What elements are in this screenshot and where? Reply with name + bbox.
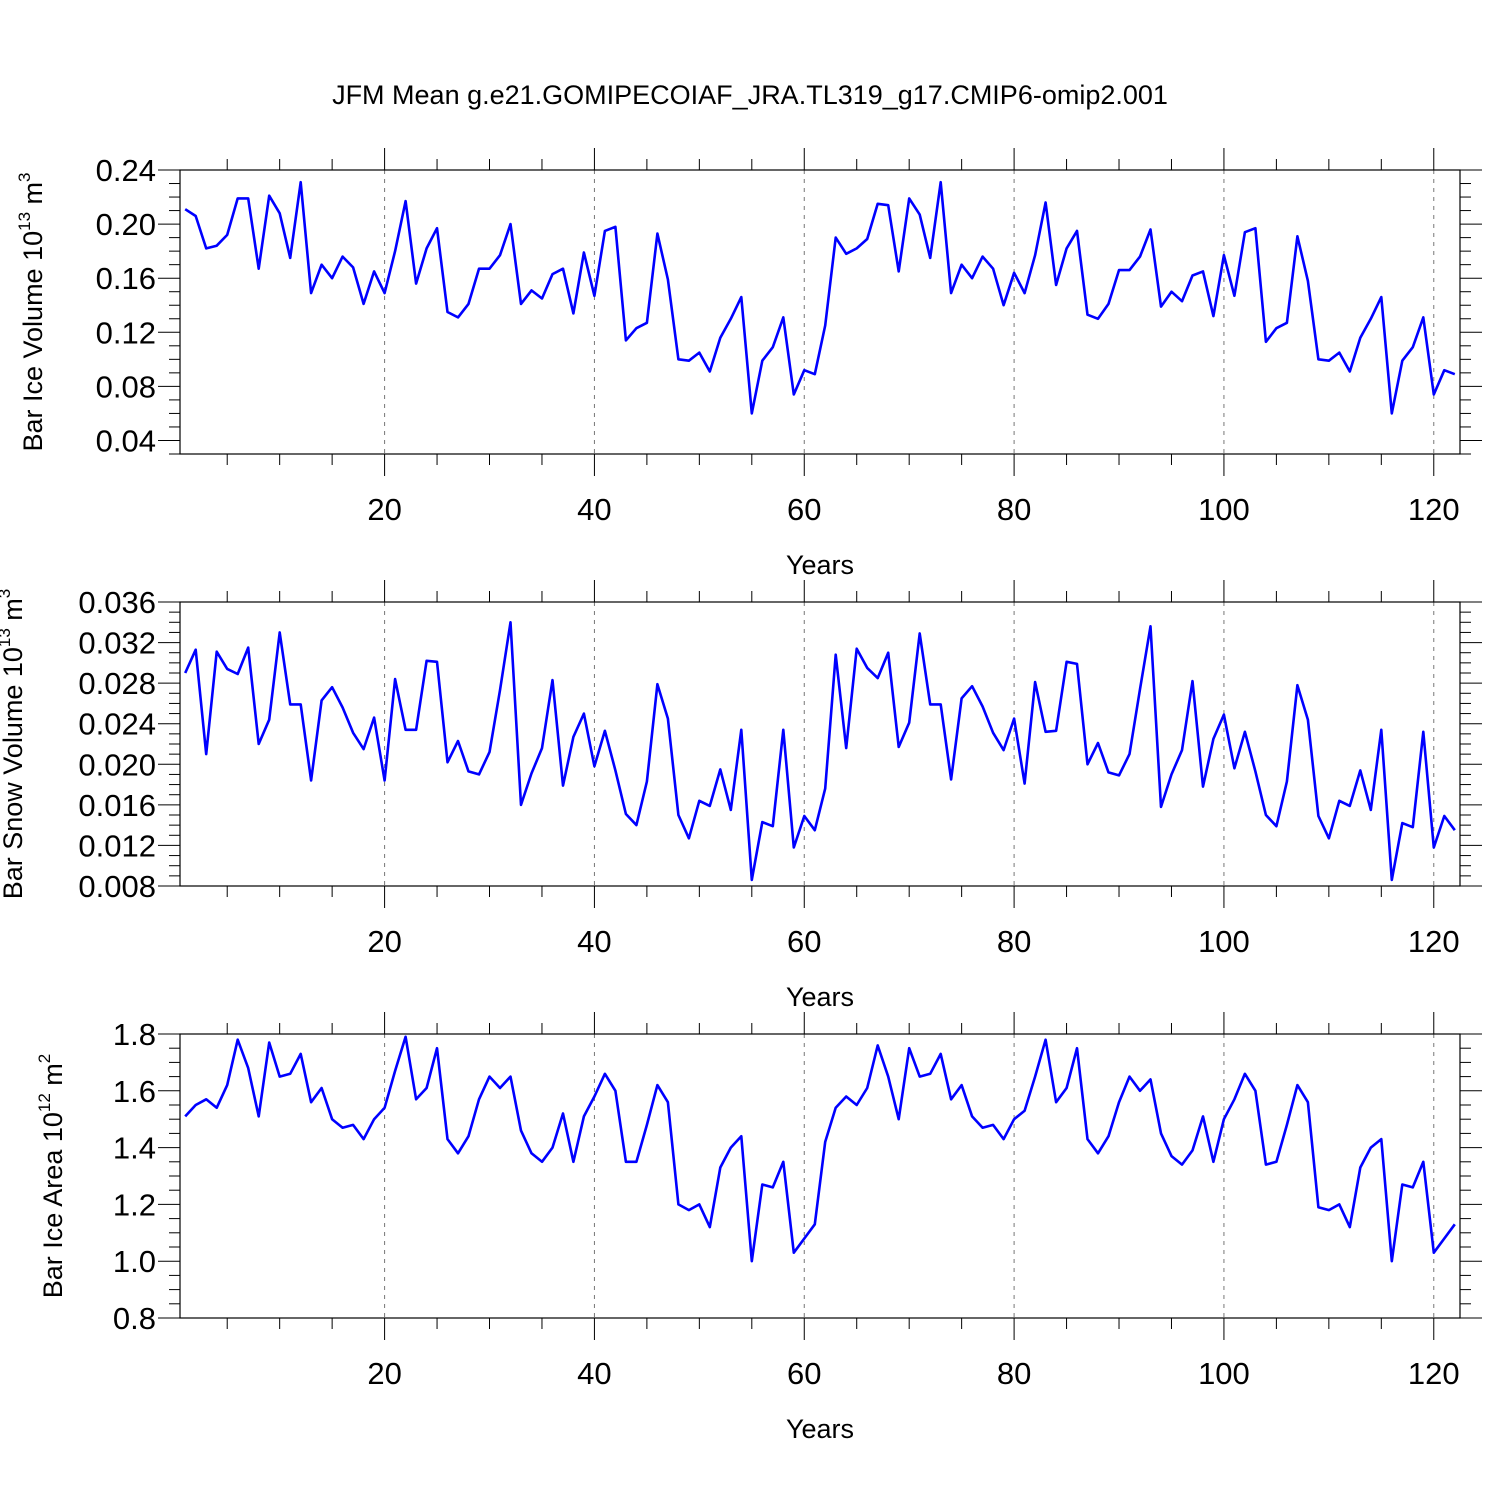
y-tick-label: 0.028	[78, 666, 156, 701]
x-tick-label: 20	[367, 1356, 401, 1391]
x-tick-label: 80	[997, 492, 1031, 527]
y-tick-label: 1.2	[113, 1187, 156, 1222]
y-tick-label: 0.016	[78, 788, 156, 823]
x-axis-label: Years	[786, 982, 854, 1012]
page-title: JFM Mean g.e21.GOMIPECOIAF_JRA.TL319_g17…	[332, 80, 1168, 110]
y-tick-label: 0.20	[96, 207, 156, 242]
x-tick-label: 100	[1198, 1356, 1250, 1391]
x-axis-label: Years	[786, 550, 854, 580]
y-tick-label: 0.012	[78, 828, 156, 863]
y-tick-label: 0.036	[78, 585, 156, 620]
y-axis-label: Bar Ice Area 1012 m2	[35, 1054, 68, 1299]
x-tick-label: 100	[1198, 492, 1250, 527]
y-tick-label: 1.8	[113, 1017, 156, 1052]
x-tick-label: 40	[577, 924, 611, 959]
y-axis-label: Bar Snow Volume 1013 m3	[0, 589, 28, 900]
y-tick-label: 0.032	[78, 626, 156, 661]
y-tick-label: 0.020	[78, 747, 156, 782]
plot-frame	[179, 169, 1461, 455]
x-tick-label: 40	[577, 492, 611, 527]
x-tick-label: 120	[1408, 924, 1460, 959]
y-tick-label: 0.04	[96, 423, 156, 458]
y-tick-label: 1.0	[113, 1244, 156, 1279]
y-tick-label: 0.024	[78, 707, 156, 742]
panel-2: 20 40 60 80 100 120 0.008 0.012 0.016 0.020 0.024 0…	[0, 580, 1482, 1012]
x-tick-label: 60	[787, 924, 821, 959]
plot-frame	[179, 601, 1461, 887]
y-axis-label: Bar Ice Volume 1013 m3	[15, 172, 48, 451]
y-tick-label: 0.24	[96, 153, 156, 188]
x-tick-label: 20	[367, 924, 401, 959]
y-tick-label: 0.12	[96, 315, 156, 350]
y-tick-label: 0.008	[78, 869, 156, 904]
series-line	[184, 620, 1456, 882]
y-tick-label: 1.4	[113, 1131, 156, 1166]
x-tick-label: 120	[1408, 1356, 1460, 1391]
x-tick-label: 60	[787, 1356, 821, 1391]
y-tick-label: 0.8	[113, 1301, 156, 1336]
y-tick-label: 1.6	[113, 1074, 156, 1109]
series-line	[184, 1035, 1456, 1263]
panel-3: 20 40 60 80 100 120 0.8 1.0 1.2 1.4 1.6 1.8 Years Bar…	[35, 1012, 1482, 1444]
series-line	[184, 180, 1456, 415]
y-tick-label: 0.16	[96, 261, 156, 296]
x-axis-label: Years	[786, 1414, 854, 1444]
x-tick-label: 40	[577, 1356, 611, 1391]
x-tick-label: 120	[1408, 492, 1460, 527]
x-tick-label: 80	[997, 1356, 1031, 1391]
x-tick-label: 60	[787, 492, 821, 527]
x-tick-label: 20	[367, 492, 401, 527]
x-tick-label: 80	[997, 924, 1031, 959]
x-tick-label: 100	[1198, 924, 1250, 959]
panel-1: 20 40 60 80 100 120 0.04 0.08 0.12 0.16 0.20 0.24 Ye…	[15, 148, 1482, 580]
y-tick-label: 0.08	[96, 369, 156, 404]
